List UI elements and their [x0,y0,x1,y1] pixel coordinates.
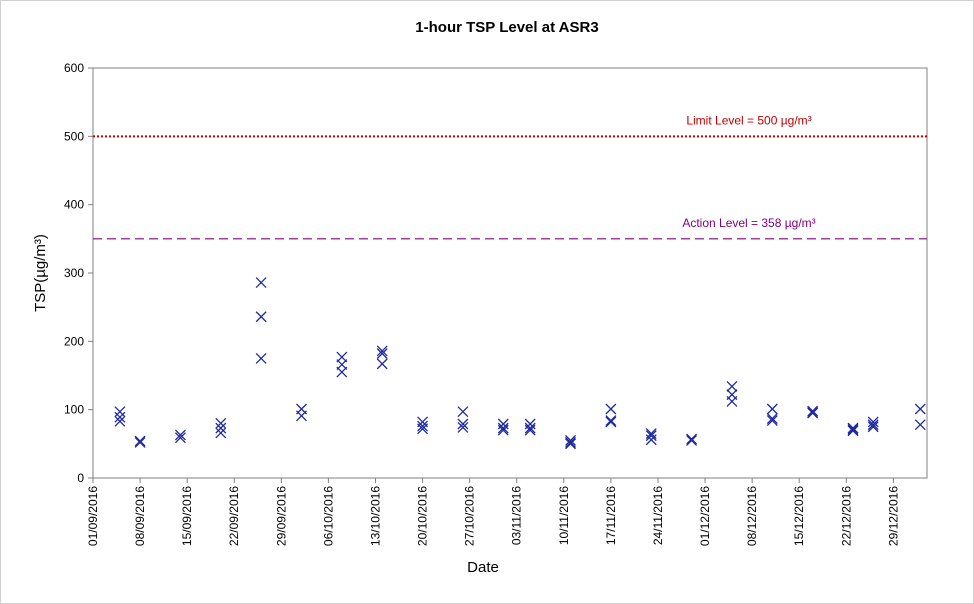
data-point [605,403,617,415]
x-tick-label: 01/09/2016 [86,486,100,546]
x-tick-label: 08/12/2016 [745,486,759,546]
data-point [215,417,227,429]
x-tick-label: 03/11/2016 [510,486,524,545]
plot-area [92,67,928,479]
data-point [686,433,698,445]
data-point [726,380,738,392]
data-point [565,438,576,450]
reference-line-label: Limit Level = 500 µg/m³ [686,113,811,127]
y-tick-label: 0 [77,471,84,485]
data-point [457,418,469,430]
chart-title: 1-hour TSP Level at ASR3 [415,19,598,36]
data-point [457,421,469,433]
reference-line-label: Action Level = 358 µg/m³ [682,216,815,230]
x-axis-ticks: 01/09/2016 08/09/2016 15/09/2016 22/09/2016… [86,478,900,546]
data-point [524,424,536,436]
data-point [215,422,227,434]
data-point [867,421,879,433]
data-point [336,366,348,378]
data-point [914,403,926,415]
data-point [497,422,509,434]
data-point [565,437,576,448]
y-axis-label: TSP(µg/m³) [32,234,49,312]
x-tick-label: 22/12/2016 [839,486,853,546]
data-point [255,311,267,323]
y-tick-label: 100 [64,403,84,417]
data-point [686,434,698,446]
data-point [255,352,267,364]
x-tick-label: 20/10/2016 [416,486,430,546]
data-point [766,413,778,425]
data-point [417,420,429,432]
x-tick-label: 17/11/2016 [604,486,618,545]
data-point [296,410,307,422]
x-tick-label: 29/12/2016 [886,486,900,546]
reference-lines: Limit Level = 500 µg/m³ Action Level = 35… [93,113,927,240]
data-point [174,429,186,441]
data-point [847,424,859,435]
data-point [766,415,778,427]
data-point [605,416,617,428]
data-point [726,396,738,407]
x-axis-label: Date [467,559,499,576]
x-tick-label: 15/12/2016 [792,486,806,546]
data-point [847,422,859,434]
x-tick-label: 29/09/2016 [274,486,288,546]
data-point [867,416,879,428]
data-point [134,435,146,447]
data-point [134,437,146,448]
data-points [114,277,926,450]
data-point [497,424,509,436]
data-point [847,425,859,437]
data-point [417,423,429,435]
y-tick-label: 300 [64,266,84,280]
x-tick-label: 24/11/2016 [651,486,665,545]
x-tick-label: 27/10/2016 [463,486,477,546]
data-point [807,407,819,419]
x-tick-label: 01/12/2016 [698,486,712,546]
data-point [376,345,388,357]
data-point [114,415,126,427]
x-tick-label: 15/09/2016 [180,486,194,546]
y-tick-label: 400 [64,198,84,212]
x-tick-label: 06/10/2016 [321,486,335,546]
y-tick-label: 600 [64,61,84,75]
data-point [457,406,469,418]
data-point [376,348,388,360]
data-point [255,277,267,289]
y-tick-label: 200 [64,334,84,348]
x-tick-label: 13/10/2016 [368,486,382,546]
data-point [807,405,819,417]
x-tick-label: 10/11/2016 [557,486,571,545]
data-point [524,422,536,434]
data-point [645,430,657,442]
data-point [766,403,778,415]
data-point [174,432,186,444]
data-point [114,406,126,418]
y-tick-label: 500 [64,129,84,143]
data-point [215,427,227,439]
data-point [376,358,388,370]
data-point [565,434,576,446]
data-point [914,419,926,431]
data-point [114,411,126,423]
x-tick-label: 08/09/2016 [133,486,147,546]
data-point [867,419,879,431]
y-axis-ticks: 0 100 200 300 400 500 600 [64,61,93,485]
x-tick-label: 22/09/2016 [227,486,241,546]
data-point [645,434,657,446]
data-point [605,415,617,427]
